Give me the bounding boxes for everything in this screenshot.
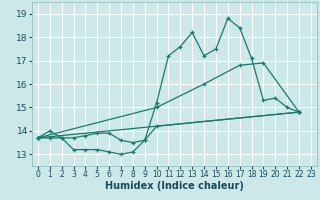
X-axis label: Humidex (Indice chaleur): Humidex (Indice chaleur) <box>105 181 244 191</box>
